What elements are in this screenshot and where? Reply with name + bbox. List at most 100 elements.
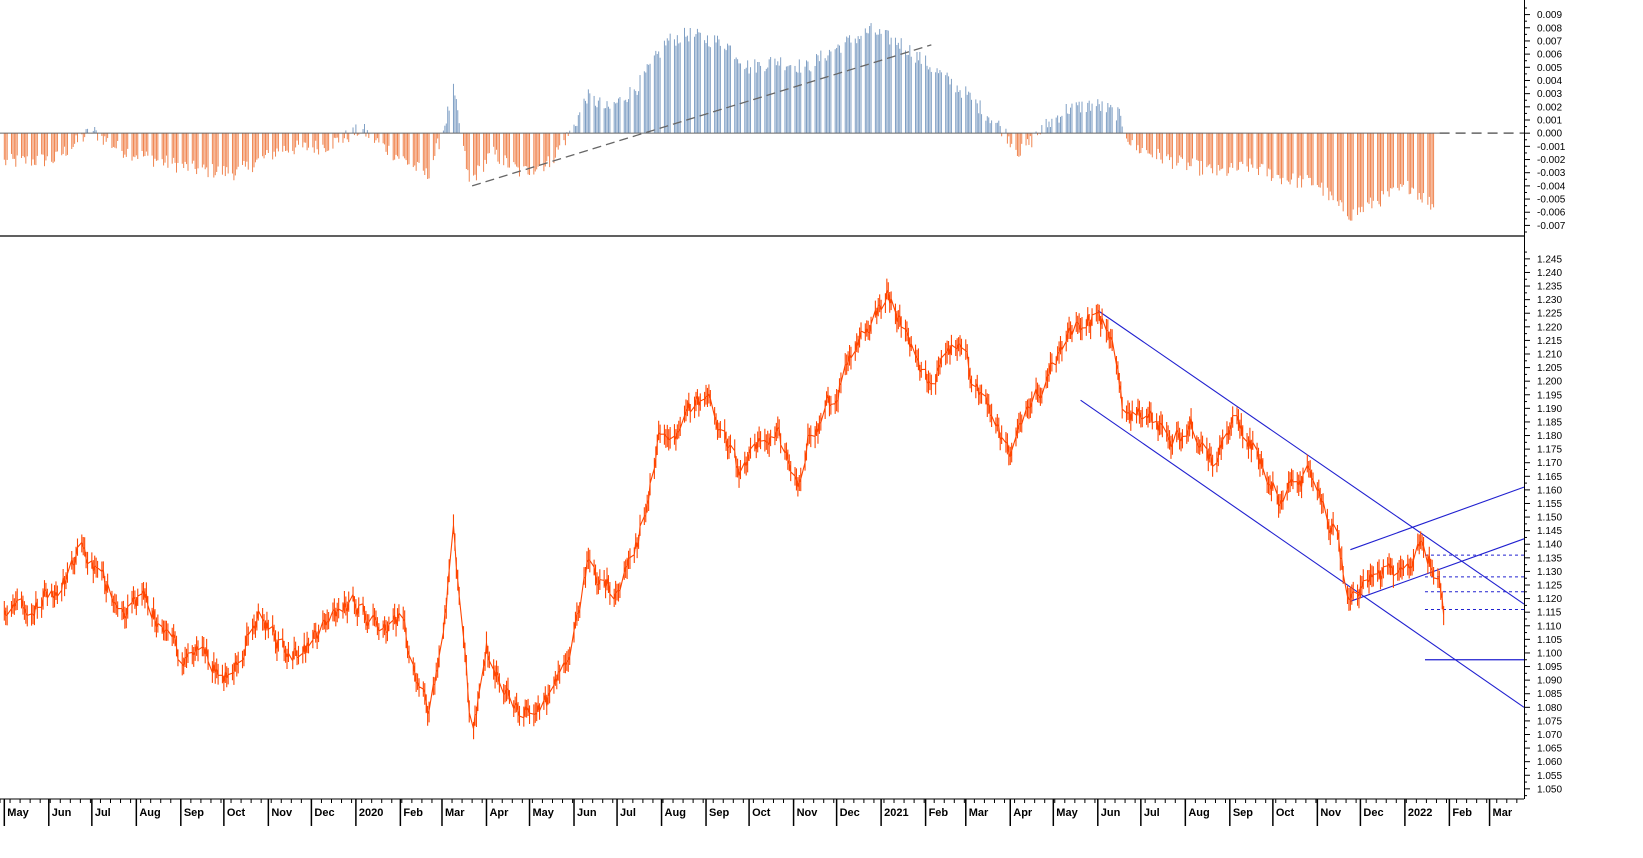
oscillator-tick-label: 0.002: [1537, 102, 1562, 113]
month-label: Feb: [403, 807, 423, 819]
month-label: May: [7, 807, 29, 819]
oscillator-tick-label: -0.007: [1537, 221, 1566, 232]
month-label: Dec: [1363, 807, 1383, 819]
channel-line: [1097, 310, 1525, 605]
price-tick-label: 1.090: [1537, 676, 1562, 687]
price-tick-label: 1.215: [1537, 336, 1562, 347]
price-tick-label: 1.095: [1537, 662, 1562, 673]
price-tick-label: 1.115: [1537, 608, 1562, 619]
month-label: Aug: [665, 807, 686, 819]
price-tick-label: 1.170: [1537, 458, 1562, 469]
price-tick-label: 1.105: [1537, 635, 1562, 646]
oscillator-tick-label: 0.001: [1537, 116, 1562, 127]
price-tick-label: 1.125: [1537, 581, 1562, 592]
month-label: Dec: [840, 807, 860, 819]
month-label: Jul: [1144, 807, 1160, 819]
month-label: Oct: [1276, 807, 1295, 819]
month-label: Jun: [1101, 807, 1121, 819]
oscillator-tick-label: -0.002: [1537, 155, 1566, 166]
price-tick-label: 1.230: [1537, 295, 1562, 306]
month-label: Jun: [577, 807, 597, 819]
price-tick-label: 1.200: [1537, 377, 1562, 388]
price-tick-label: 1.160: [1537, 485, 1562, 496]
price-tick-label: 1.060: [1537, 757, 1562, 768]
price-tick-label: 1.210: [1537, 349, 1562, 360]
month-label: 2022: [1408, 807, 1432, 819]
month-label: Jul: [95, 807, 111, 819]
month-label: Oct: [752, 807, 771, 819]
price-tick-label: 1.175: [1537, 445, 1562, 456]
month-label: Apr: [1013, 807, 1033, 819]
price-tick-label: 1.235: [1537, 282, 1562, 293]
channel-line: [1350, 486, 1525, 551]
price-tick-label: 1.080: [1537, 703, 1562, 714]
month-label: Mar: [969, 807, 989, 819]
price-tick-label: 1.065: [1537, 744, 1562, 755]
oscillator-tick-label: -0.004: [1537, 181, 1566, 192]
price-line: [3, 278, 1445, 740]
oscillator-trendlines: [471, 44, 932, 187]
oscillator-tick-label: 0.005: [1537, 63, 1562, 74]
month-label: Mar: [445, 807, 465, 819]
month-label: Nov: [797, 807, 819, 819]
price-tick-label: 1.110: [1537, 621, 1562, 632]
month-label: Nov: [271, 807, 293, 819]
price-tick-label: 1.240: [1537, 268, 1562, 279]
price-tick-label: 1.225: [1537, 309, 1562, 320]
oscillator-tick-label: 0.009: [1537, 10, 1562, 21]
price-tick-label: 1.120: [1537, 594, 1562, 605]
price-tick-label: 1.070: [1537, 730, 1562, 741]
oscillator-bars: [0, 23, 1440, 221]
price-tick-label: 1.185: [1537, 417, 1562, 428]
month-label: Mar: [1493, 807, 1513, 819]
price-tick-label: 1.100: [1537, 648, 1562, 659]
price-tick-label: 1.055: [1537, 771, 1562, 782]
price-tick-label: 1.180: [1537, 431, 1562, 442]
month-label: 2021: [884, 807, 908, 819]
oscillator-tick-label: 0.007: [1537, 36, 1562, 47]
price-tick-label: 1.130: [1537, 567, 1562, 578]
month-label: May: [1056, 807, 1078, 819]
oscillator-panel: [0, 23, 1524, 221]
price-tick-label: 1.165: [1537, 472, 1562, 483]
oscillator-tick-label: 0.003: [1537, 89, 1562, 100]
channel-line: [1350, 538, 1525, 602]
price-tick-label: 1.135: [1537, 553, 1562, 564]
price-tick-label: 1.245: [1537, 254, 1562, 265]
month-label: Apr: [489, 807, 509, 819]
price-tick-label: 1.145: [1537, 526, 1562, 537]
price-tick-label: 1.190: [1537, 404, 1562, 415]
oscillator-tick-label: 0.008: [1537, 23, 1562, 34]
month-label: Nov: [1320, 807, 1342, 819]
price-tick-label: 1.205: [1537, 363, 1562, 374]
month-label: Dec: [314, 807, 334, 819]
oscillator-tick-label: 0.004: [1537, 76, 1562, 87]
month-label: Sep: [709, 807, 729, 819]
right-axis: 0.009 0.008 0.007 0.006 0.005 0.004 0.003 0.002…: [1524, 0, 1566, 799]
oscillator-tick-label: -0.003: [1537, 168, 1566, 179]
price-tick-label: 1.140: [1537, 540, 1562, 551]
price-levels: [1424, 554, 1524, 661]
price-tick-label: 1.075: [1537, 716, 1562, 727]
month-label: Aug: [1188, 807, 1209, 819]
oscillator-trendline: [471, 44, 932, 187]
oscillator-tick-label: -0.006: [1537, 208, 1566, 219]
month-label: Oct: [227, 807, 246, 819]
month-label: Feb: [1452, 807, 1472, 819]
price-panel: [3, 278, 1525, 740]
month-label: May: [533, 807, 555, 819]
price-tick-label: 1.155: [1537, 499, 1562, 510]
oscillator-tick-label: -0.001: [1537, 142, 1566, 153]
price-tick-label: 1.050: [1537, 784, 1562, 795]
channel-lines: [1080, 310, 1525, 708]
channel-line: [1080, 399, 1525, 708]
month-label: Jun: [52, 807, 72, 819]
month-label: Jul: [620, 807, 636, 819]
oscillator-tick-label: 0.006: [1537, 50, 1562, 61]
month-label: Feb: [929, 807, 949, 819]
month-label: Aug: [139, 807, 160, 819]
price-tick-label: 1.085: [1537, 689, 1562, 700]
oscillator-tick-label: -0.005: [1537, 195, 1566, 206]
bottom-axis: May Jun Jul Aug Sep Oct Nov Dec 2020 Feb Mar Apr May…: [0, 798, 1524, 826]
oscillator-tick-label: 0.000: [1537, 129, 1562, 140]
